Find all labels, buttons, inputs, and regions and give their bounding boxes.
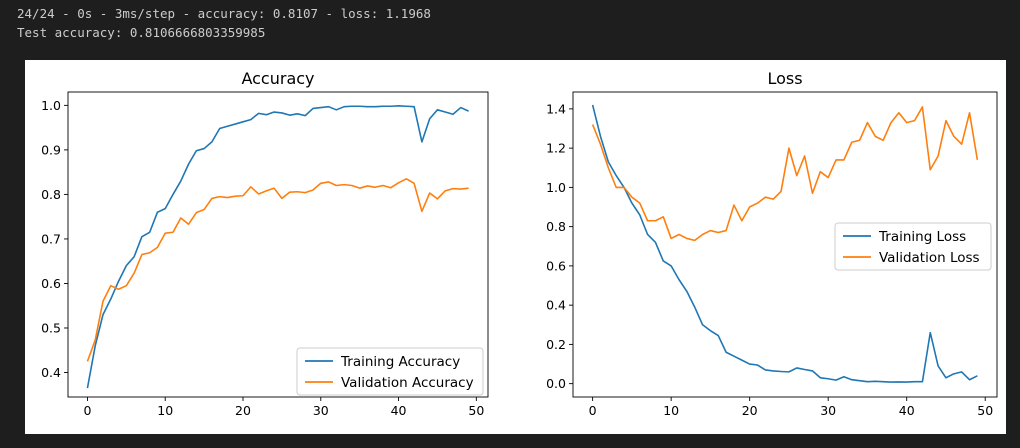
console-line: Test accuracy: 0.8106666803359985: [17, 25, 266, 40]
y-tick-label: 0.4: [41, 365, 61, 380]
legend-frame: [296, 347, 484, 396]
figure: Accuracy 0 10 20 30 40 50 0.4 0.5 0.6 0.7 0.8 0.9 1.0…: [25, 60, 1006, 434]
y-tick-label: 0.4: [546, 298, 566, 313]
y-tick-label: 0.9: [41, 142, 61, 157]
series-line: [591, 104, 978, 383]
legend: Training Accuracy Validation Accuracy: [296, 347, 484, 396]
y-tick-label: 0.7: [41, 231, 61, 246]
y-tick-label: 0.8: [546, 219, 566, 234]
x-tick-label: 0: [589, 403, 597, 418]
series-line: [86, 178, 469, 362]
x-tick-label: 30: [313, 403, 329, 418]
y-tick-label: 0.2: [546, 337, 566, 352]
axes-frame: [67, 91, 489, 398]
y-tick-label: 0.8: [41, 187, 61, 202]
axes-frame: [572, 91, 998, 398]
y-tick-label: 1.0: [41, 98, 61, 113]
legend-label: Training Accuracy: [340, 354, 460, 370]
series-line: [591, 106, 979, 242]
chart-1: Loss 0 10 20 30 40 50 0.0 0.2 0.4 0.6 0.8 1.0 1.2 1.4 T…: [546, 69, 998, 418]
charts-svg: Accuracy 0 10 20 30 40 50 0.4 0.5 0.6 0.7 0.8 0.9 1.0…: [41, 69, 998, 418]
console-output: 24/24 - 0s - 3ms/step - accuracy: 0.8107…: [0, 0, 1020, 54]
x-tick-label: 40: [391, 403, 407, 418]
x-tick-label: 30: [820, 403, 836, 418]
x-tick-label: 10: [157, 403, 173, 418]
legend-label: Validation Accuracy: [341, 375, 474, 391]
y-tick-label: 1.2: [546, 141, 566, 156]
x-tick-label: 50: [468, 403, 484, 418]
y-tick-label: 1.0: [546, 180, 566, 195]
legend-frame: [834, 222, 992, 271]
x-tick-label: 20: [742, 403, 758, 418]
y-tick-label: 0.5: [41, 320, 61, 335]
x-tick-label: 0: [83, 403, 91, 418]
series-line: [86, 104, 469, 389]
legend-label: Training Loss: [878, 229, 966, 245]
y-tick-label: 0.6: [546, 258, 566, 273]
legend-label: Validation Loss: [879, 250, 980, 266]
chart-title: Accuracy: [241, 69, 314, 88]
y-tick-label: 0.0: [546, 376, 566, 391]
console-line: 24/24 - 0s - 3ms/step - accuracy: 0.8107…: [17, 6, 431, 21]
chart-0: Accuracy 0 10 20 30 40 50 0.4 0.5 0.6 0.7 0.8 0.9 1.0…: [41, 69, 489, 418]
x-tick-label: 10: [663, 403, 679, 418]
x-tick-label: 50: [977, 403, 993, 418]
x-tick-label: 40: [899, 403, 915, 418]
chart-title: Loss: [767, 69, 802, 88]
y-tick-label: 1.4: [546, 101, 566, 116]
y-tick-label: 0.6: [41, 276, 61, 291]
x-tick-label: 20: [235, 403, 251, 418]
legend: Training Loss Validation Loss: [834, 222, 992, 271]
